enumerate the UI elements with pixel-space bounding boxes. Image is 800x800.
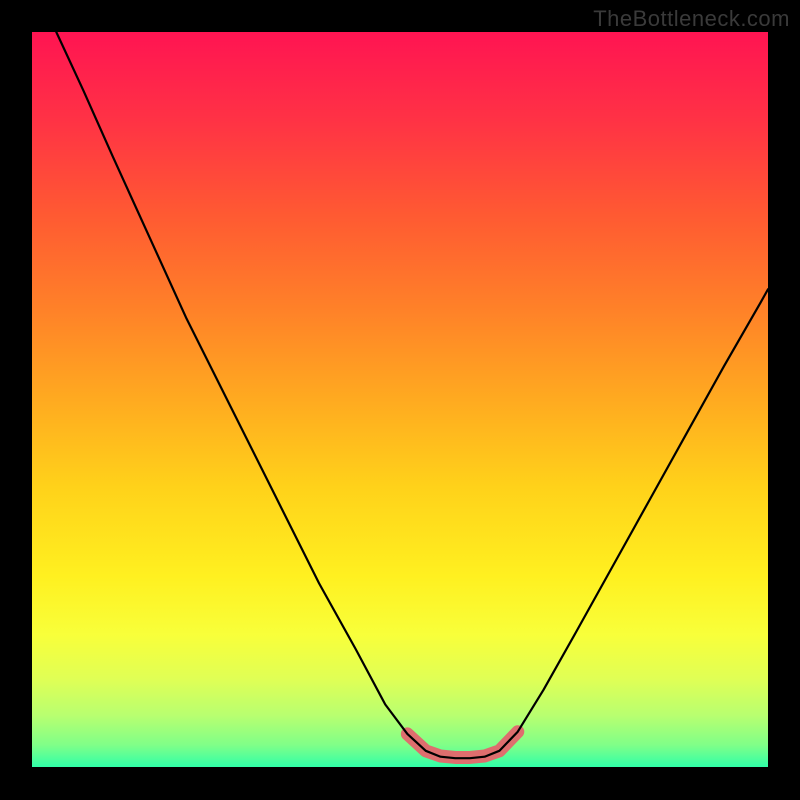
trough-overlay-path bbox=[407, 732, 517, 758]
curve-layer bbox=[32, 32, 768, 767]
main-curve-path bbox=[56, 32, 768, 758]
attribution-text: TheBottleneck.com bbox=[593, 6, 790, 32]
plot-area bbox=[32, 32, 768, 767]
